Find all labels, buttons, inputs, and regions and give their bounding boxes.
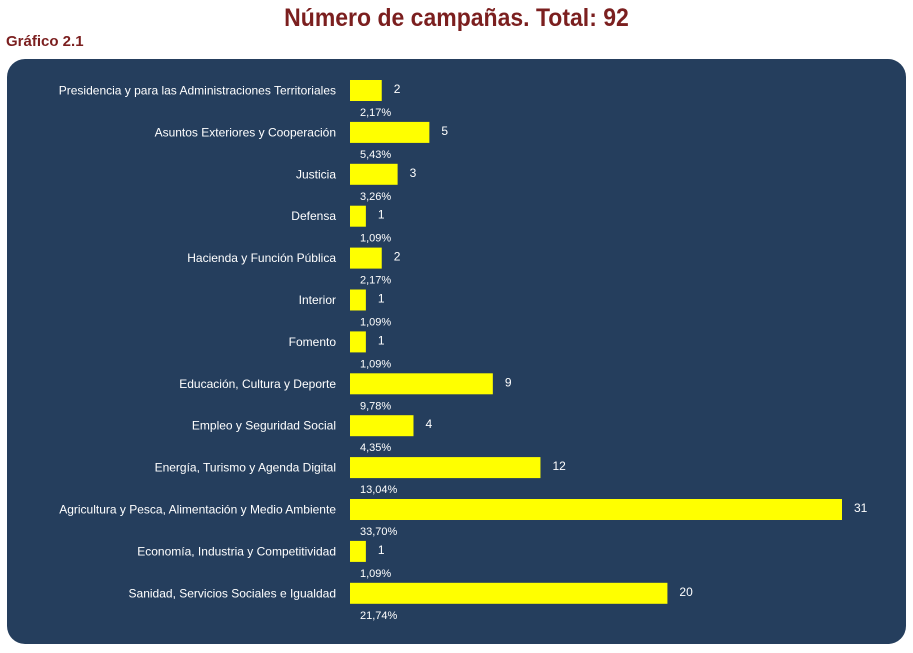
value-label: 4	[425, 417, 432, 431]
percent-label: 13,04%	[360, 484, 398, 496]
value-label: 12	[552, 459, 566, 473]
value-label: 31	[854, 501, 868, 515]
category-label: Economía, Industria y Competitividad	[137, 544, 336, 558]
value-label: 1	[378, 208, 385, 222]
category-label: Hacienda y Función Pública	[187, 251, 336, 265]
percent-label: 2,17%	[360, 275, 391, 287]
value-label: 3	[410, 166, 417, 180]
category-label: Interior	[299, 293, 336, 307]
category-label: Empleo y Seguridad Social	[192, 419, 336, 433]
bar	[350, 289, 366, 311]
value-label: 20	[679, 585, 693, 599]
category-label: Defensa	[291, 209, 336, 223]
percent-label: 2,17%	[360, 107, 391, 119]
chart-subtitle: Gráfico 2.1	[6, 33, 84, 50]
category-label: Agricultura y Pesca, Alimentación y Medi…	[59, 503, 336, 517]
value-label: 5	[441, 124, 448, 138]
chart-panel	[7, 59, 906, 644]
bar	[350, 582, 668, 604]
bar	[350, 331, 366, 353]
bar	[350, 121, 430, 143]
category-label: Sanidad, Servicios Sociales e Igualdad	[129, 586, 336, 600]
percent-label: 4,35%	[360, 442, 391, 454]
percent-label: 5,43%	[360, 149, 391, 161]
bar	[350, 163, 398, 185]
percent-label: 1,09%	[360, 358, 391, 370]
category-label: Asuntos Exteriores y Cooperación	[155, 125, 336, 139]
bar	[350, 415, 414, 437]
percent-label: 9,78%	[360, 400, 391, 412]
value-label: 1	[378, 292, 385, 306]
bar	[350, 373, 493, 395]
percent-label: 3,26%	[360, 191, 391, 203]
bar	[350, 540, 366, 562]
value-label: 2	[394, 250, 401, 264]
category-label: Energía, Turismo y Agenda Digital	[155, 461, 336, 475]
bar	[350, 80, 382, 101]
percent-label: 21,74%	[360, 610, 398, 622]
category-label: Educación, Cultura y Deporte	[179, 377, 336, 391]
category-label: Justicia	[296, 167, 336, 181]
chart-title: Número de campañas. Total: 92	[284, 4, 629, 32]
percent-label: 1,09%	[360, 568, 391, 580]
bar	[350, 205, 366, 227]
value-label: 1	[378, 333, 385, 347]
percent-label: 1,09%	[360, 233, 391, 245]
percent-label: 1,09%	[360, 317, 391, 329]
bar	[350, 499, 842, 520]
category-label: Presidencia y para las Administraciones …	[59, 84, 336, 98]
value-label: 9	[505, 375, 512, 389]
category-label: Fomento	[289, 335, 337, 349]
bar	[350, 457, 541, 479]
percent-label: 33,70%	[360, 526, 398, 538]
value-label: 2	[394, 82, 401, 96]
bar	[350, 247, 382, 269]
value-label: 1	[378, 543, 385, 557]
